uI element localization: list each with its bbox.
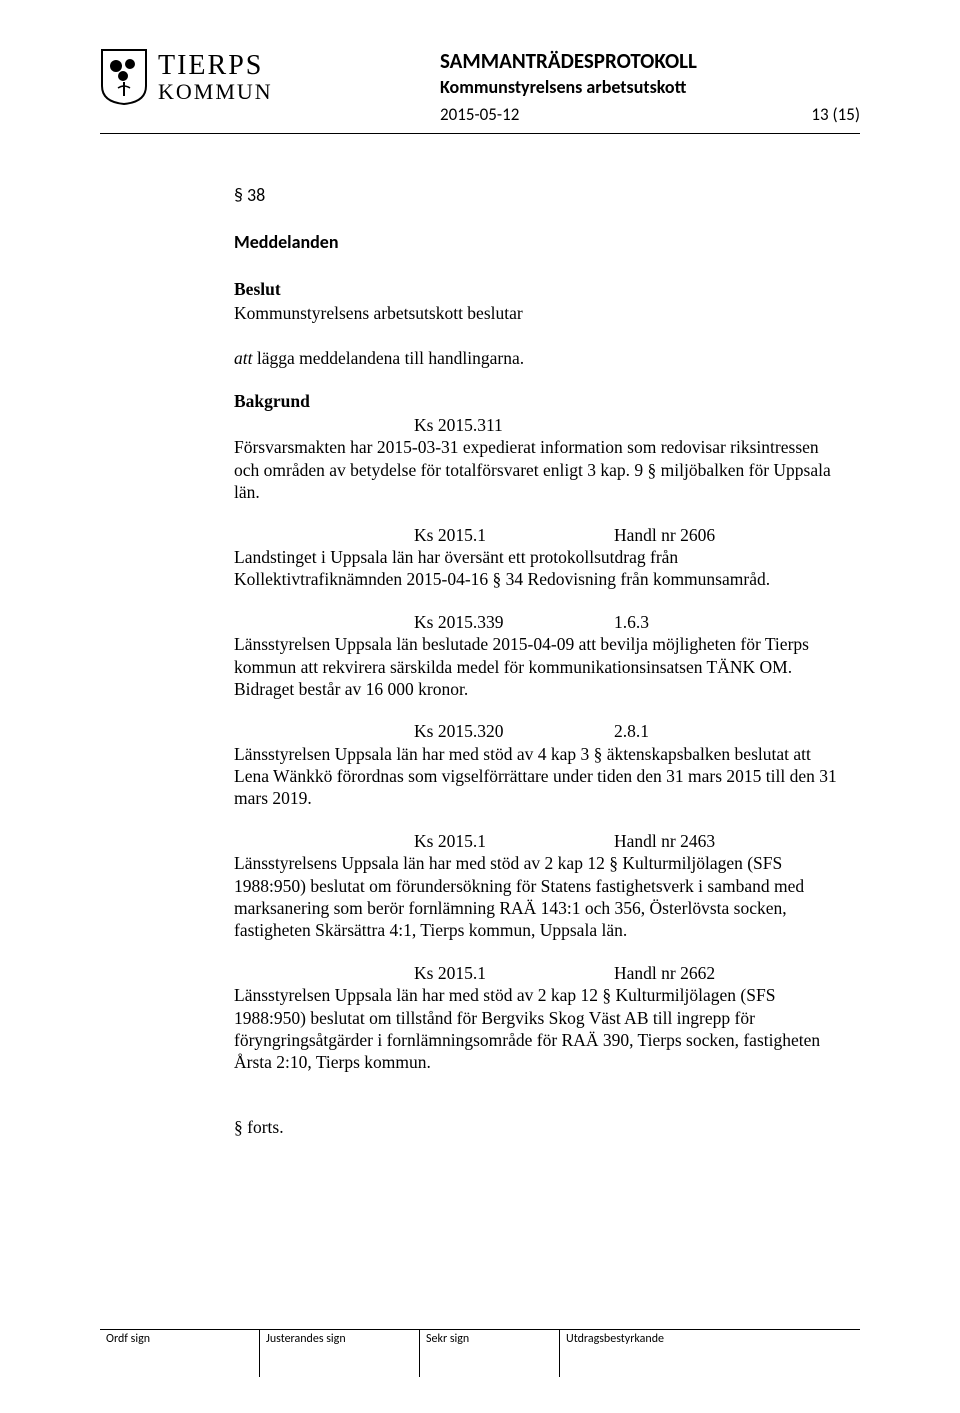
item-3-text: Länsstyrelsen Uppsala län har med stöd a… [234,743,840,810]
footer-sekr: Sekr sign [420,1329,560,1377]
item-2-ks: Ks 2015.339 [414,611,524,633]
item-1-ref: Ks 2015.1 Handl nr 2606 [414,524,840,546]
item-1-ks: Ks 2015.1 [414,524,524,546]
section-title: Meddelanden [234,231,840,254]
footer-ordf: Ordf sign [100,1329,260,1377]
item-4-ks: Ks 2015.1 [414,830,524,852]
org-line1: TIERPS [158,51,273,80]
logo-block: TIERPS KOMMUN [100,48,273,106]
item-4: Ks 2015.1 Handl nr 2463 Länsstyrelsens U… [234,830,840,942]
att-rest: lägga meddelandena till handlingarna. [257,348,524,368]
footer-utdrag: Utdragsbestyrkande [560,1329,860,1377]
item-5: Ks 2015.1 Handl nr 2662 Länsstyrelsen Up… [234,962,840,1074]
footer-justerandes: Justerandes sign [260,1329,420,1377]
item-4-ref: Ks 2015.1 Handl nr 2463 [414,830,840,852]
signature-footer: Ordf sign Justerandes sign Sekr sign Utd… [100,1329,860,1377]
item-4-text: Länsstyrelsens Uppsala län har med stöd … [234,852,840,942]
content-body: § 38 Meddelanden Beslut Kommunstyrelsens… [234,184,840,1139]
coat-of-arms-icon [100,48,148,106]
item-4-handl: Handl nr 2463 [614,830,715,852]
item-3: Ks 2015.320 2.8.1 Länsstyrelsen Uppsala … [234,720,840,810]
item-2: Ks 2015.339 1.6.3 Länsstyrelsen Uppsala … [234,611,840,701]
item-3-handl: 2.8.1 [614,720,649,742]
header-right: SAMMANTRÄDESPROTOKOLL Kommunstyrelsens a… [440,48,860,125]
org-line2: KOMMUN [158,80,273,103]
beslut-label: Beslut [234,278,840,300]
item-5-ref: Ks 2015.1 Handl nr 2662 [414,962,840,984]
att-text: att lägga meddelandena till handlingarna… [234,347,840,369]
footer-row: Ordf sign Justerandes sign Sekr sign Utd… [100,1329,860,1377]
item-0-ks: Ks 2015.311 [414,415,503,435]
committee-name: Kommunstyrelsens arbetsutskott [440,76,860,98]
att-italic: att [234,348,252,368]
date-row: 2015-05-12 13 (15) [440,104,860,125]
item-0-text: Försvarsmakten har 2015-03-31 expedierat… [234,436,840,503]
forts-label: § forts. [234,1116,840,1138]
document-page: TIERPS KOMMUN SAMMANTRÄDESPROTOKOLL Komm… [0,0,960,1179]
doc-type: SAMMANTRÄDESPROTOKOLL [440,48,860,74]
item-0: Ks 2015.311 Försvarsmakten har 2015-03-3… [234,414,840,504]
item-1-handl: Handl nr 2606 [614,524,715,546]
item-0-ref: Ks 2015.311 [414,414,840,436]
section-number: § 38 [234,184,840,207]
page-number: 13 (15) [811,104,860,125]
item-5-ks: Ks 2015.1 [414,962,524,984]
item-3-ref: Ks 2015.320 2.8.1 [414,720,840,742]
beslut-text: Kommunstyrelsens arbetsutskott beslutar [234,302,840,324]
header-row: TIERPS KOMMUN SAMMANTRÄDESPROTOKOLL Komm… [100,48,860,125]
item-2-text: Länsstyrelsen Uppsala län beslutade 2015… [234,633,840,700]
item-3-ks: Ks 2015.320 [414,720,524,742]
item-5-handl: Handl nr 2662 [614,962,715,984]
bakgrund-label: Bakgrund [234,390,840,412]
header-divider [100,133,860,134]
item-5-text: Länsstyrelsen Uppsala län har med stöd a… [234,984,840,1074]
item-2-handl: 1.6.3 [614,611,649,633]
org-name: TIERPS KOMMUN [158,51,273,103]
item-1: Ks 2015.1 Handl nr 2606 Landstinget i Up… [234,524,840,591]
item-2-ref: Ks 2015.339 1.6.3 [414,611,840,633]
meeting-date: 2015-05-12 [440,104,519,125]
item-1-text: Landstinget i Uppsala län har översänt e… [234,546,840,591]
